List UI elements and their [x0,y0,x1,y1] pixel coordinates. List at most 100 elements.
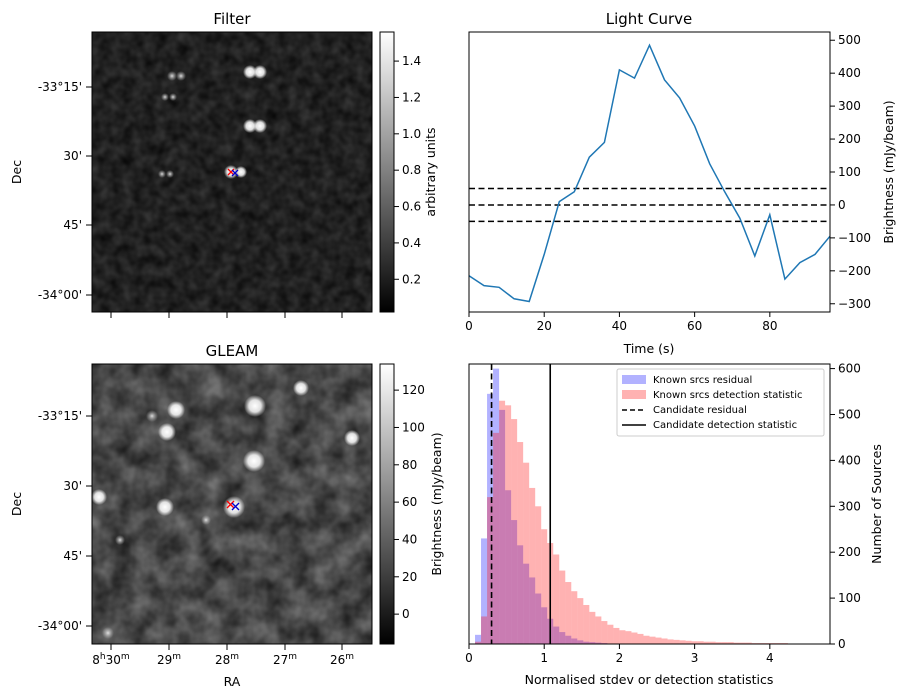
detection-bar [487,497,494,644]
detection-bar [541,529,548,644]
gleam-colorbar-gradient [379,363,395,645]
colorbar-tick-label: 1.2 [402,90,421,104]
gleam-source [243,450,265,472]
detection-bar [733,642,740,644]
residual-bar [577,640,584,644]
legend-swatch-detection [622,390,646,399]
candidate-marker-blue [231,502,240,511]
residual-bar [493,368,500,644]
gleam-source [293,380,309,396]
histogram-plot: 0 1 2 3 4 0 100 200 300 400 500 600 [465,362,861,665]
residual-bar [523,563,530,644]
colorbar-tick-label: 0 [402,607,410,621]
legend-label: Candidate residual [653,405,747,416]
light-curve-y-axis-label: Brightness (mJy/beam) [881,100,896,243]
filter-source-faint [161,93,169,101]
residual-bar [571,638,578,644]
detection-bar [481,616,488,644]
candidate-marker-red [227,168,235,176]
detection-bar [475,641,482,644]
filter-source-faint [167,71,177,81]
y-tick-label: 300 [838,499,861,513]
detection-bar [655,637,662,644]
detection-bar [667,639,674,644]
colorbar-tick-label: 0.2 [402,272,421,286]
x-tick-label: 20 [537,319,552,333]
detection-bar [595,616,602,644]
residual-bar [511,520,518,644]
detection-bar [529,487,536,644]
detection-bar [613,627,620,644]
filter-y-ticks: -33°15' 30' 45' -34°00' [38,80,92,302]
detection-bar [697,641,704,644]
x-tick-label: 40 [612,319,627,333]
filter-source-faint [166,170,174,178]
colorbar-tick-label: 100 [402,420,425,434]
residual-bar [517,545,524,644]
colorbar-tick-label: 40 [402,532,417,546]
detection-bar [601,621,608,644]
filter-colorbar-label: arbitrary units [423,127,438,216]
filter-colorbar-gradient [379,31,395,313]
gleam-source-faint [146,410,158,422]
detection-bar [745,642,752,644]
y-tick-label: 400 [838,453,861,467]
detection-bar [577,598,584,644]
gleam-y-axis-label: Dec [9,492,24,516]
detection-bar [691,641,698,644]
histogram-y-axis-label: Number of Sources [869,444,884,564]
light-curve-panel: Light Curve 0 20 40 60 80 −300 −200 −100 0 100 200… [465,10,896,356]
gleam-x-tick-label: 29m [157,652,181,667]
gleam-x-tick-label: 26m [330,652,354,667]
histogram-legend: Known srcs residual Known srcs detection… [616,368,825,437]
gleam-x-tick-label: 27m [273,652,297,667]
candidate-marker-red [226,500,235,509]
gleam-source [244,395,266,417]
legend-swatch-residual [622,375,646,384]
residual-bar [583,641,590,644]
gleam-x-tick-label: 28m [215,652,239,667]
filter-y-tick-label: -33°15' [38,80,82,94]
filter-source [253,119,267,133]
detection-bar [607,624,614,644]
residual-bar [481,538,488,644]
gleam-source-faint [201,515,211,525]
x-tick-label: 0 [465,651,473,665]
residual-bar [541,607,548,644]
light-curve-frame [468,31,831,313]
detection-bar [523,462,530,644]
gleam-colorbar-label: Brightness (mJy/beam) [429,432,444,575]
colorbar-tick-label: 120 [402,383,425,397]
detection-bar [535,506,542,644]
gleam-y-tick-label: -34°00' [38,619,82,633]
residual-bar [475,634,482,644]
detection-bar [553,554,560,644]
gleam-y-ticks: -33°15' 30' 45' -34°00' [38,409,92,633]
gleam-source [92,489,107,505]
gleam-source [223,496,245,518]
x-tick-label: 60 [687,319,702,333]
detection-bar [661,638,668,644]
y-tick-label: 200 [838,132,861,146]
y-tick-label: 600 [838,362,861,376]
filter-source [243,119,257,133]
gleam-colorbar-ticks: 0 20 40 60 80 100 120 [394,383,425,621]
colorbar-tick-label: 0.8 [402,163,421,177]
residual-bar [565,635,572,644]
y-tick-label: 0 [838,637,846,651]
detection-bar [571,591,578,644]
legend-label: Known srcs residual [653,375,752,386]
detection-bar [643,635,650,644]
colorbar-tick-label: 0.4 [402,236,421,250]
histogram-panel: 0 1 2 3 4 0 100 200 300 400 500 600 Known srcs resi… [465,362,884,687]
gleam-title: GLEAM [206,342,259,360]
y-tick-label: −100 [838,231,871,245]
x-tick-label: 0 [465,319,473,333]
detection-bar [727,642,734,644]
detection-bar [709,641,716,644]
detection-bar [637,633,644,644]
gleam-source-faint [102,627,114,639]
colorbar-tick-label: 1.0 [402,127,421,141]
filter-candidate-markers [227,168,239,177]
